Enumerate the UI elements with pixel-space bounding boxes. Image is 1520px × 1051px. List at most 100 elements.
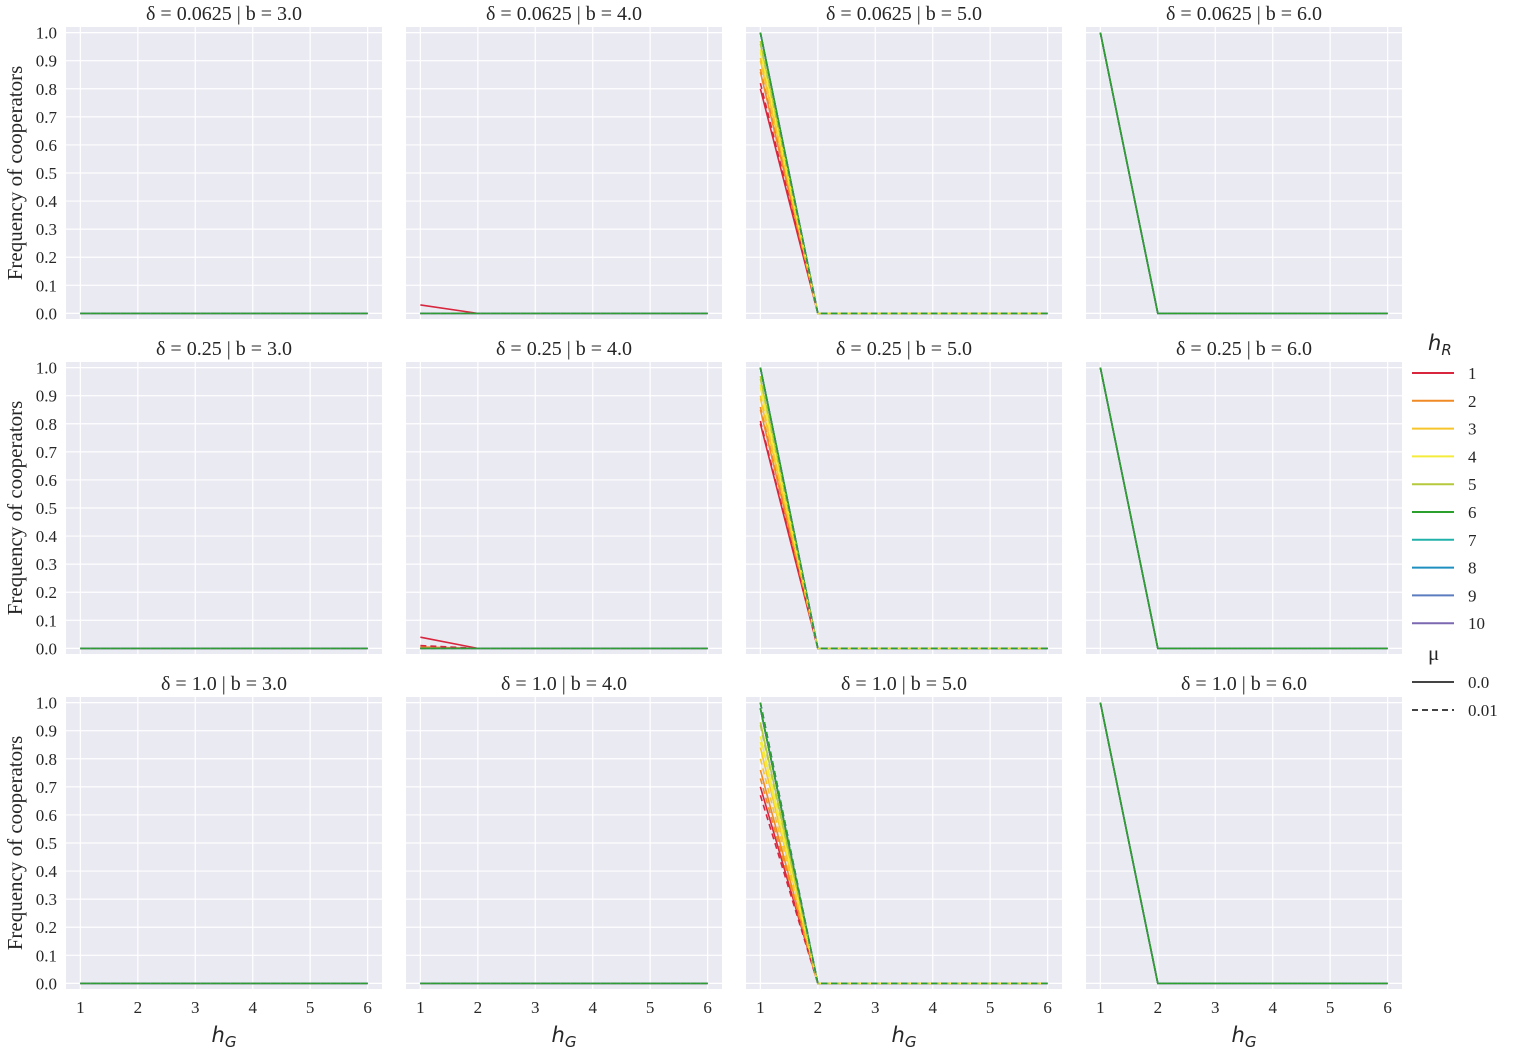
legend-label: 1	[1468, 364, 1477, 383]
facet-panel: δ = 1.0 | b = 5.0 1 2 3 4 5 6 hG	[746, 673, 1062, 1051]
facet-panel: δ = 0.25 | b = 5.0	[746, 338, 1062, 654]
panel-title: δ = 0.25 | b = 5.0	[836, 338, 972, 360]
facet-panel: δ = 0.0625 | b = 5.0	[746, 3, 1062, 319]
x-tick-label: 3	[531, 998, 540, 1017]
facet-panel: δ = 0.0625 | b = 6.0	[1086, 3, 1402, 319]
panel-title: δ = 0.0625 | b = 5.0	[826, 3, 982, 25]
x-tick-label: 6	[363, 998, 372, 1017]
y-tick-label: 1.0	[36, 24, 57, 43]
y-tick-label: 0.0	[36, 639, 57, 658]
x-tick-label: 6	[1043, 998, 1052, 1017]
panel-title: δ = 0.0625 | b = 3.0	[146, 3, 302, 25]
y-tick-label: 0.5	[36, 834, 57, 853]
x-tick-label: 3	[191, 998, 200, 1017]
x-tick-label: 5	[306, 998, 315, 1017]
series-line	[1099, 32, 1388, 315]
x-tick-label: 3	[871, 998, 880, 1017]
y-tick-label: 0.9	[36, 52, 57, 71]
facet-panel: δ = 0.25 | b = 6.0	[1086, 338, 1402, 654]
facet-panel: δ = 1.0 | b = 6.0 1 2 3 4 5 6 hG	[1086, 673, 1402, 1051]
y-tick-label: 0.2	[36, 918, 57, 937]
series-line	[759, 367, 1048, 650]
series-line	[1099, 702, 1388, 985]
legend-label: 9	[1468, 586, 1477, 605]
y-tick-label: 0.3	[36, 890, 57, 909]
legend-label: 4	[1468, 447, 1477, 466]
legend-label: 0.0	[1468, 673, 1489, 692]
y-tick-label: 0.1	[36, 276, 57, 295]
y-tick-label: 0.8	[36, 80, 57, 99]
x-tick-label: 1	[76, 998, 85, 1017]
facet-panel: δ = 0.0625 | b = 4.0	[406, 3, 722, 319]
x-axis-label: hG	[552, 1023, 577, 1051]
y-axis-label: Frequency of cooperators	[3, 401, 27, 616]
x-tick-label: 6	[1383, 998, 1392, 1017]
y-tick-label: 0.4	[36, 527, 58, 546]
x-tick-label: 3	[1211, 998, 1220, 1017]
legend: hR 1 2 3 4 5 6 7 8 9 10 μ 0.0 0.01	[1412, 331, 1498, 720]
panel-title: δ = 1.0 | b = 5.0	[841, 673, 967, 695]
y-tick-label: 0.3	[36, 220, 57, 239]
y-tick-label: 1.0	[36, 359, 57, 378]
y-tick-label: 0.5	[36, 499, 57, 518]
legend-label: 6	[1468, 503, 1477, 522]
legend-style-title: μ	[1428, 641, 1439, 665]
legend-label: 0.01	[1468, 701, 1498, 720]
series-line	[1099, 367, 1388, 650]
facet-panel: δ = 0.25 | b = 4.0	[406, 338, 722, 654]
legend-hue-title: hR	[1428, 331, 1452, 359]
facet-panel: δ = 1.0 | b = 3.0 0.0 0.1 0.2 0.3 0.4 0.5 0.6 0.…	[3, 673, 382, 1051]
y-tick-label: 0.2	[36, 583, 57, 602]
panel-title: δ = 0.25 | b = 4.0	[496, 338, 632, 360]
legend-label: 8	[1468, 559, 1477, 578]
panel-title: δ = 0.0625 | b = 6.0	[1166, 3, 1322, 25]
x-tick-label: 4	[1268, 998, 1277, 1017]
facet-panels: δ = 0.0625 | b = 3.0 0.0 0.1 0.2 0.3 0.4 0.5 0.…	[3, 3, 1402, 1051]
y-tick-label: 0.5	[36, 164, 57, 183]
x-tick-label: 5	[646, 998, 655, 1017]
y-tick-label: 0.7	[36, 443, 58, 462]
y-tick-label: 0.1	[36, 611, 57, 630]
y-tick-label: 0.7	[36, 108, 58, 127]
x-tick-label: 4	[588, 998, 597, 1017]
x-tick-label: 2	[1154, 998, 1163, 1017]
x-axis-label: hG	[1232, 1023, 1257, 1051]
x-tick-label: 1	[416, 998, 425, 1017]
legend-label: 2	[1468, 392, 1477, 411]
y-axis-label: Frequency of cooperators	[3, 736, 27, 951]
y-tick-label: 0.6	[36, 136, 57, 155]
legend-label: 10	[1468, 614, 1485, 633]
y-tick-label: 0.9	[36, 387, 57, 406]
panel-title: δ = 1.0 | b = 4.0	[501, 673, 627, 695]
y-tick-label: 1.0	[36, 694, 57, 713]
panel-title: δ = 1.0 | b = 3.0	[161, 673, 287, 695]
y-tick-label: 0.8	[36, 750, 57, 769]
facet-panel: δ = 0.25 | b = 3.0 0.0 0.1 0.2 0.3 0.4 0.5 0.6 0…	[3, 338, 382, 658]
x-tick-label: 5	[986, 998, 995, 1017]
panel-title: δ = 0.25 | b = 3.0	[156, 338, 292, 360]
y-tick-label: 0.4	[36, 192, 58, 211]
y-tick-label: 0.2	[36, 248, 57, 267]
y-tick-label: 0.0	[36, 304, 57, 323]
x-axis-label: hG	[212, 1023, 237, 1051]
facet-panel: δ = 1.0 | b = 4.0 1 2 3 4 5 6 hG	[406, 673, 722, 1051]
panel-title: δ = 0.25 | b = 6.0	[1176, 338, 1312, 360]
panel-title: δ = 1.0 | b = 6.0	[1181, 673, 1307, 695]
series-line	[759, 702, 1048, 985]
y-tick-label: 0.6	[36, 806, 57, 825]
y-tick-label: 0.4	[36, 862, 58, 881]
x-tick-label: 1	[756, 998, 765, 1017]
x-tick-label: 4	[928, 998, 937, 1017]
x-axis-label: hG	[892, 1023, 917, 1051]
y-tick-label: 0.8	[36, 415, 57, 434]
series-line	[759, 32, 1048, 315]
y-tick-label: 0.3	[36, 555, 57, 574]
y-tick-label: 0.6	[36, 471, 57, 490]
y-tick-label: 0.0	[36, 974, 57, 993]
facet-panel: δ = 0.0625 | b = 3.0 0.0 0.1 0.2 0.3 0.4 0.5 0.…	[3, 3, 382, 323]
x-tick-label: 2	[474, 998, 483, 1017]
x-tick-label: 6	[703, 998, 712, 1017]
y-axis-label: Frequency of cooperators	[3, 66, 27, 281]
panel-title: δ = 0.0625 | b = 4.0	[486, 3, 642, 25]
